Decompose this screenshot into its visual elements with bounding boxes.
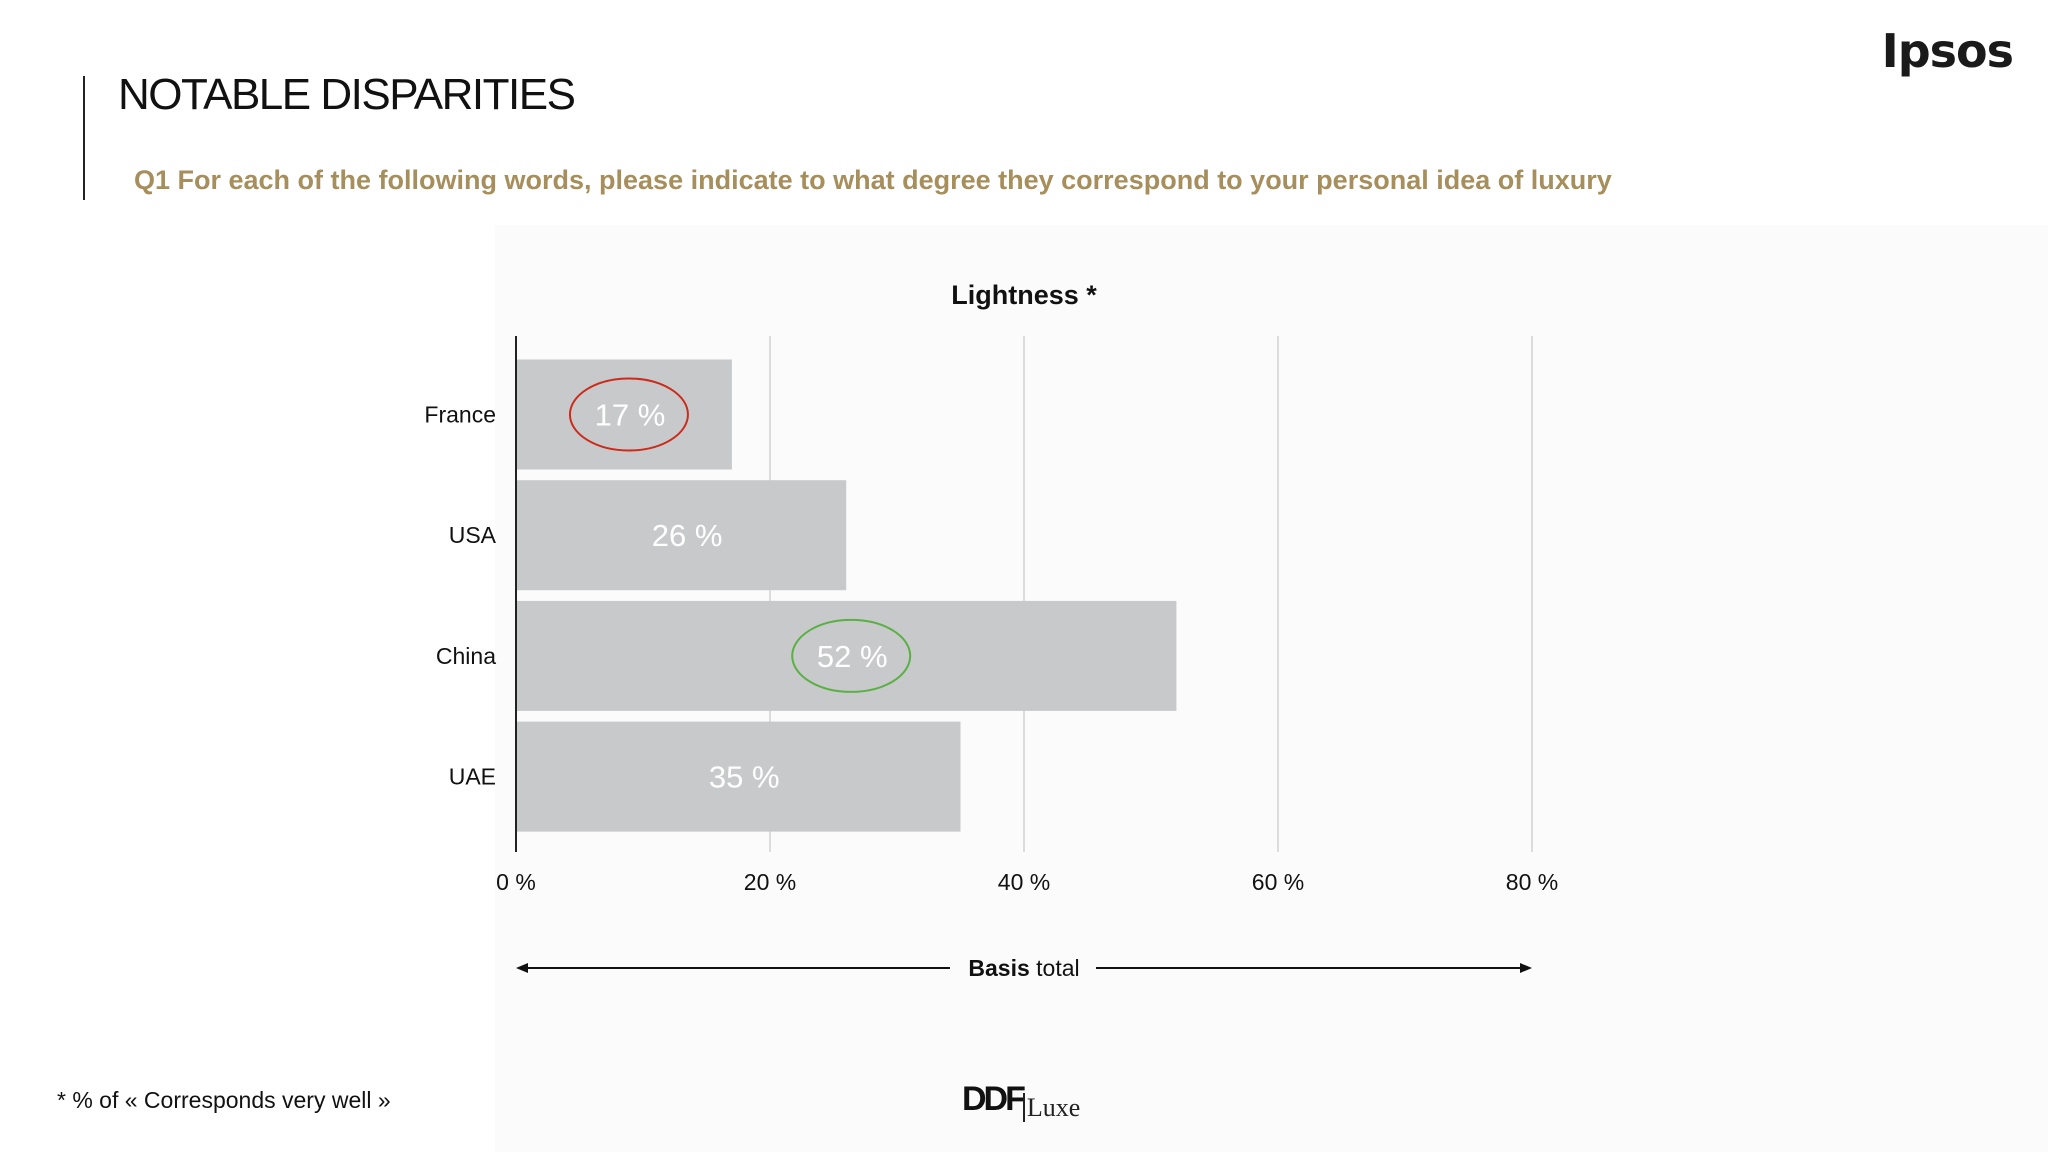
survey-question: Q1 For each of the following words, plea… bbox=[134, 165, 1612, 195]
data-label: 26 % bbox=[652, 518, 723, 553]
x-tick-label: 80 % bbox=[1506, 869, 1558, 895]
ipsos-logo: Ipsos bbox=[1881, 24, 2014, 78]
data-label: 52 % bbox=[817, 639, 888, 674]
category-label: China bbox=[436, 643, 496, 669]
x-tick-label: 0 % bbox=[496, 869, 536, 895]
arrowhead-right bbox=[1520, 963, 1532, 973]
bar-uae bbox=[517, 721, 961, 832]
category-label: USA bbox=[449, 522, 497, 548]
highlight-circle-china bbox=[791, 618, 912, 693]
highlight-circle-france bbox=[568, 377, 689, 452]
basis-label: Basis total bbox=[968, 955, 1079, 981]
brand-sub: Luxe bbox=[1022, 1093, 1081, 1122]
page-title: NOTABLE DISPARITIES bbox=[118, 70, 576, 119]
ddf-luxe-logo: DDF Luxe bbox=[962, 1080, 1081, 1122]
chart-title: Lightness * bbox=[951, 280, 1097, 310]
category-label: UAE bbox=[449, 764, 496, 790]
data-label: 35 % bbox=[709, 760, 780, 795]
arrowhead-left bbox=[516, 963, 528, 973]
title-accent-line bbox=[83, 76, 85, 200]
bar-usa bbox=[517, 480, 847, 591]
footnote: * % of « Corresponds very well » bbox=[57, 1087, 391, 1113]
data-label: 17 % bbox=[595, 398, 666, 433]
brand-main: DDF bbox=[962, 1080, 1026, 1118]
x-tick-label: 60 % bbox=[1252, 869, 1304, 895]
x-tick-label: 20 % bbox=[744, 869, 796, 895]
category-label: France bbox=[424, 402, 496, 428]
basis-label-rest: total bbox=[1030, 955, 1080, 981]
x-tick-label: 40 % bbox=[998, 869, 1050, 895]
basis-label-bold: Basis bbox=[968, 955, 1029, 981]
